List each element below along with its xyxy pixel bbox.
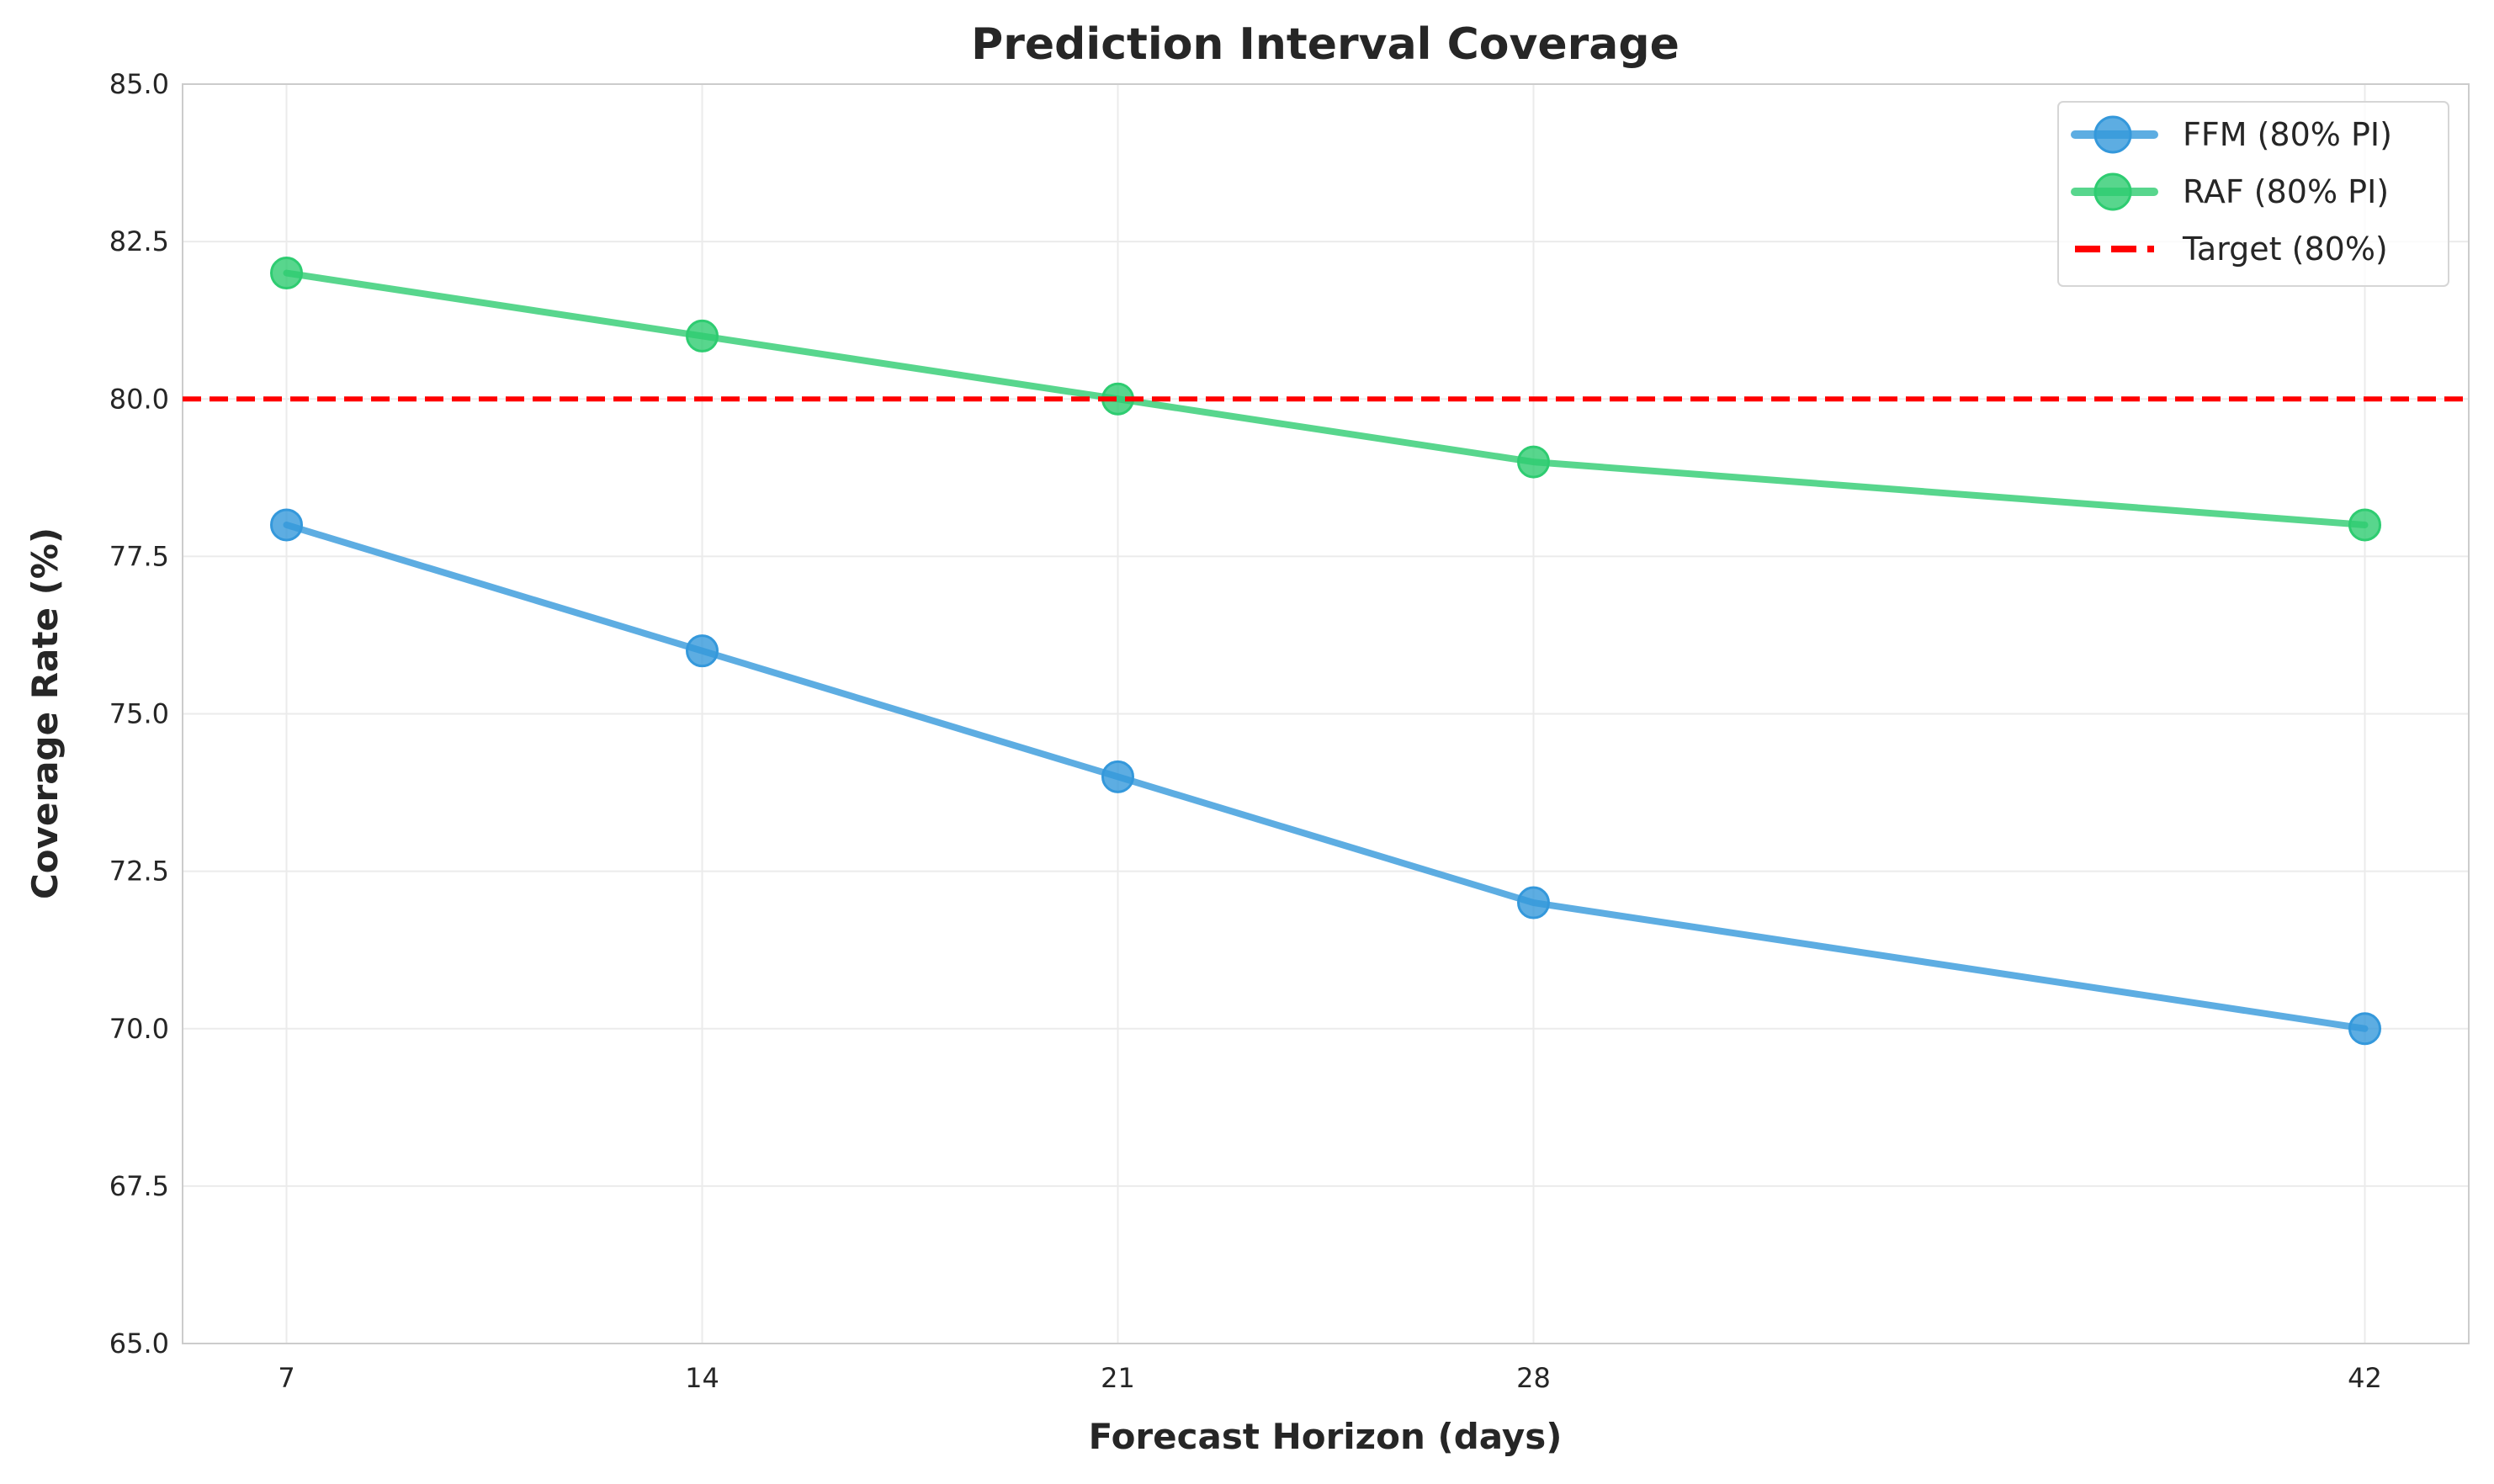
x-tick-label: 21 (1101, 1362, 1135, 1394)
y-tick-label: 82.5 (109, 225, 169, 257)
data-point-ffm (270, 508, 303, 542)
data-point-raf (1517, 445, 1550, 479)
data-point-raf (2348, 508, 2381, 542)
y-tick-label: 77.5 (109, 540, 169, 572)
legend-box (2057, 101, 2449, 287)
x-tick-label: 42 (2348, 1362, 2382, 1394)
legend-target-label: Target (80%) (2182, 231, 2388, 268)
y-axis: 65.0 67.5 70.0 72.5 75.0 77.5 80.0 82.5 85.0 (109, 68, 169, 1359)
chart-title: Prediction Interval Coverage (971, 19, 1679, 70)
x-tick-label: 7 (278, 1362, 295, 1394)
y-tick-label: 70.0 (109, 1013, 169, 1045)
legend-raf-marker (2093, 172, 2132, 211)
data-point-ffm (2348, 1012, 2381, 1046)
y-tick-label: 80.0 (109, 383, 169, 415)
y-tick-label: 85.0 (109, 68, 169, 100)
y-tick-label: 65.0 (109, 1328, 169, 1359)
data-point-raf (686, 319, 719, 352)
y-tick-label: 75.0 (109, 698, 169, 730)
x-axis-label: Forecast Horizon (days) (1089, 1416, 1563, 1457)
series-layer (183, 257, 2469, 1046)
legend: FFM (80% PI) RAF (80% PI) Target (80%) (2057, 101, 2449, 287)
y-axis-label: Coverage Rate (%) (24, 527, 66, 899)
x-axis: 7 14 21 28 42 (278, 1362, 2382, 1394)
x-tick-label: 14 (685, 1362, 719, 1394)
y-tick-label: 72.5 (109, 856, 169, 888)
data-point-raf (270, 257, 303, 290)
data-point-ffm (686, 634, 719, 668)
plot-frame (182, 83, 2470, 1344)
legend-raf-label: RAF (80% PI) (2183, 173, 2389, 210)
legend-ffm-label: FFM (80% PI) (2183, 116, 2392, 153)
data-point-ffm (1101, 760, 1134, 793)
y-tick-label: 67.5 (109, 1170, 169, 1202)
legend-ffm-marker (2093, 115, 2132, 154)
data-point-ffm (1517, 886, 1550, 920)
x-tick-label: 28 (1516, 1362, 1551, 1394)
